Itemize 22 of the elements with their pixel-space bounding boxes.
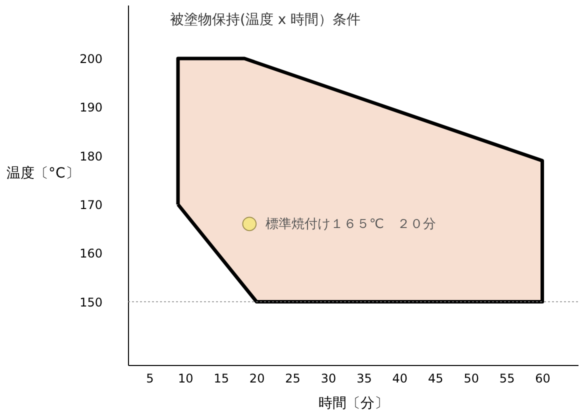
- x-tick-label: 5: [146, 372, 154, 386]
- x-tick-label: 35: [356, 372, 372, 386]
- x-tick-label: 20: [249, 372, 265, 386]
- x-tick-label: 40: [392, 372, 408, 386]
- x-tick-label: 10: [178, 372, 194, 386]
- x-tick-label: 30: [320, 372, 336, 386]
- x-axis-title: 時間〔分〕: [318, 396, 388, 412]
- x-tick-label: 55: [499, 372, 515, 386]
- y-tick-label: 180: [80, 149, 102, 164]
- y-tick-label: 150: [80, 295, 102, 310]
- annotation: 標準焼付け１６５℃ ２０分: [265, 216, 436, 232]
- y-tick-label: 190: [80, 100, 102, 115]
- x-tick-label: 45: [428, 372, 444, 386]
- y-axis-title: 温度〔°C〕: [6, 166, 80, 182]
- y-tick-label: 200: [80, 52, 102, 66]
- x-tick-label: 25: [285, 372, 300, 386]
- x-tick-label: 15: [214, 372, 229, 386]
- x-tick-label: 60: [535, 372, 550, 386]
- y-tick-label: 170: [80, 198, 102, 212]
- x-tick-label: 50: [464, 372, 479, 386]
- y-tick-label: 160: [80, 246, 102, 261]
- text: 被塗物保持(温度 x 時間）条件: [170, 12, 361, 28]
